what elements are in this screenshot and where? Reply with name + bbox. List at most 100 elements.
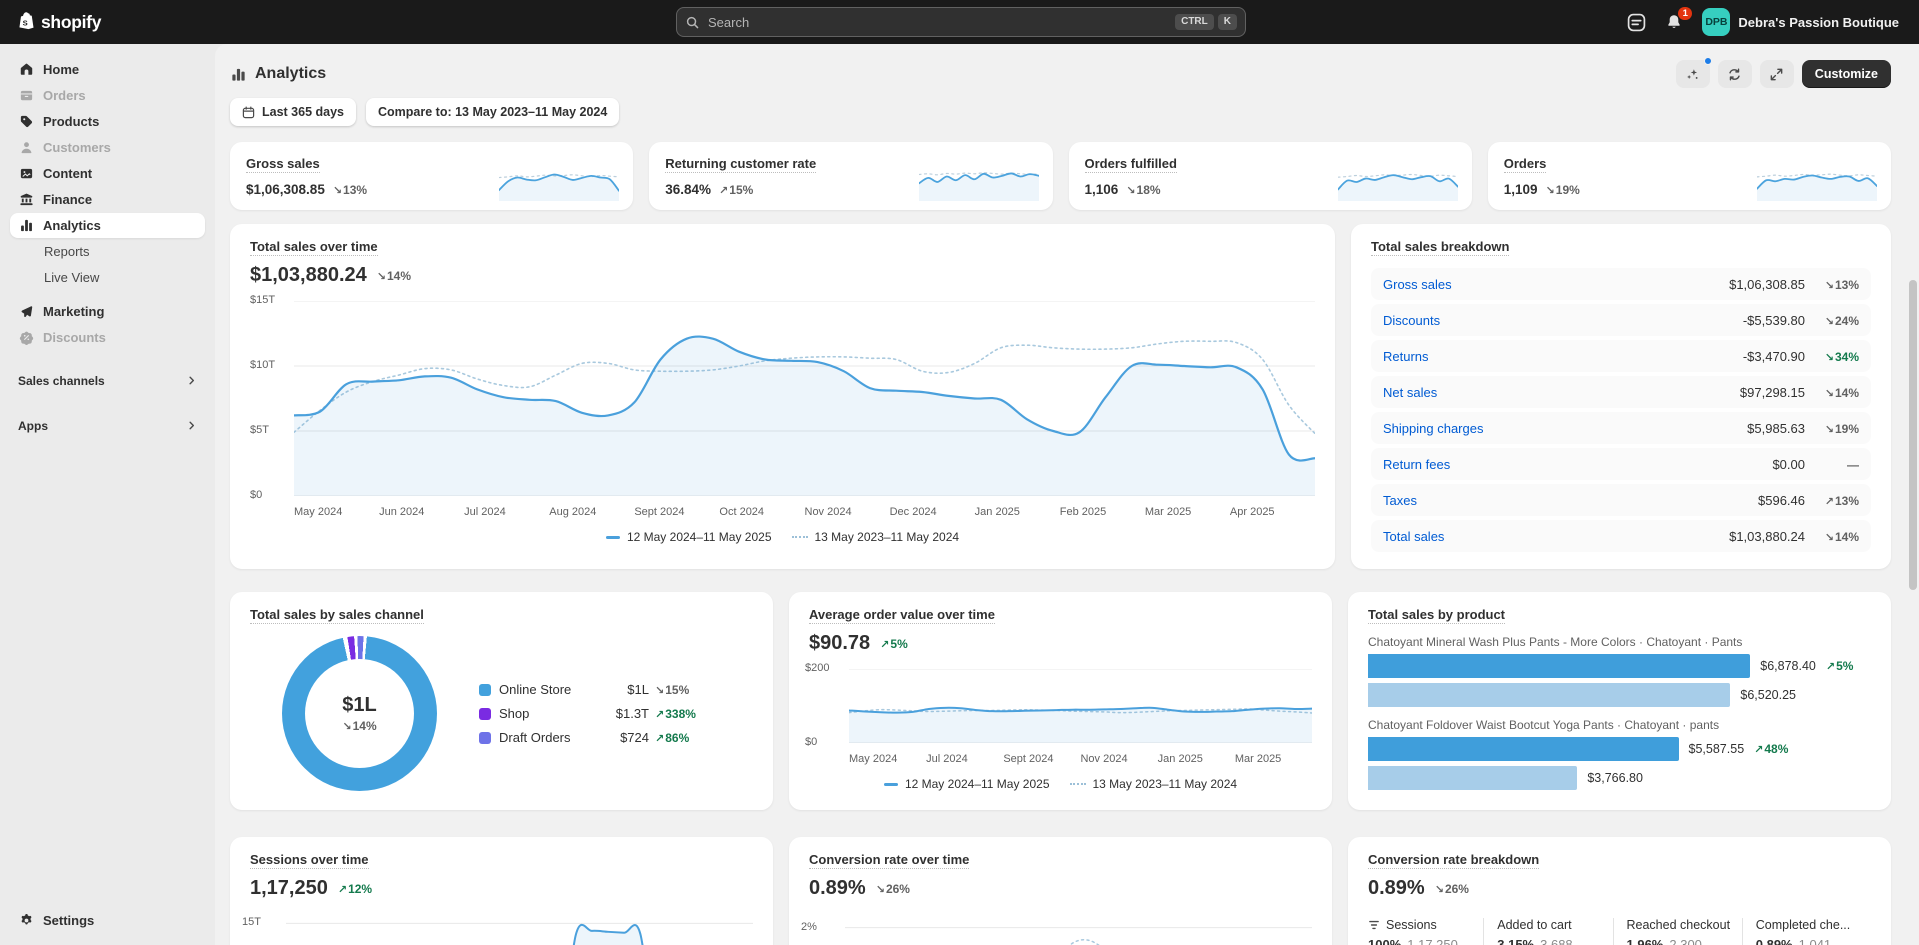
sidebar-item-content[interactable]: Content [10, 161, 205, 186]
kpi-card-orders-fulfilled[interactable]: Orders fulfilled1,106↘18% [1069, 142, 1472, 210]
kpi-card-returning-customer-rate[interactable]: Returning customer rate36.84%↗15% [649, 142, 1052, 210]
kpi-row: Gross sales$1,06,308.85↘13%Returning cus… [230, 142, 1919, 210]
analytics-icon [18, 218, 34, 233]
topbar: S shopify Search CTRL K 1 DPB Debra's Pa… [0, 0, 1919, 44]
channel-value: $724 [603, 730, 649, 745]
breakdown-row: Discounts -$5,539.80↘24% [1371, 304, 1871, 336]
sidebar-item-live-view[interactable]: Live View [10, 265, 205, 290]
up-arrow-icon: ↗ [338, 883, 347, 896]
breakdown-row: Taxes$596.46↗13% [1371, 484, 1871, 516]
account-menu[interactable]: DPB Debra's Passion Boutique [1696, 4, 1905, 40]
breakdown-link[interactable]: Gross sales [1383, 277, 1452, 292]
card-title[interactable]: Total sales by product [1368, 607, 1505, 624]
y-axis-label: 15T [242, 916, 280, 928]
down-arrow-icon: ↘ [1825, 279, 1834, 292]
shopify-logo[interactable]: S shopify [0, 11, 101, 33]
breakdown-value: $97,298.15 [1740, 385, 1805, 400]
funnel-step-values: 3.15%3,688 [1497, 937, 1612, 945]
channel-swatch [479, 684, 491, 696]
funnel-step-reached-checkout: Reached checkout 1.96%2,300 [1613, 918, 1742, 945]
sidebar-item-products[interactable]: Products [10, 109, 205, 134]
sidebar-item-customers[interactable]: Customers [10, 135, 205, 160]
customize-button[interactable]: Customize [1802, 60, 1891, 88]
funnel-step-label: Completed che... [1756, 918, 1851, 932]
product-current-value: $6,878.40 [1760, 659, 1816, 673]
kpi-title[interactable]: Returning customer rate [665, 156, 816, 173]
products-icon [18, 114, 34, 129]
breakdown-values: -$5,539.80↘24% [1743, 313, 1859, 328]
funnel-step-values: 1.96%2,300 [1627, 937, 1742, 945]
kpi-delta: ↗15% [719, 183, 753, 197]
y-axis-label: 2% [801, 921, 839, 933]
refresh-cycle-button[interactable] [1718, 60, 1752, 88]
search-placeholder: Search [708, 15, 749, 30]
product-name: Chatoyant Foldover Waist Bootcut Yoga Pa… [1368, 718, 1871, 732]
sidebar-section-apps[interactable]: Apps [10, 413, 205, 438]
card-title[interactable]: Total sales by sales channel [250, 607, 424, 624]
funnel-step-values: 100%1,17,250 [1368, 937, 1483, 945]
sidekick-button[interactable] [1620, 6, 1652, 38]
sidebar-item-orders[interactable]: Orders [10, 83, 205, 108]
date-range-button[interactable]: Last 365 days [230, 98, 356, 126]
sidebar-item-settings[interactable]: Settings [10, 907, 205, 933]
x-axis-label: Mar 2025 [1235, 753, 1312, 765]
compare-button[interactable]: Compare to: 13 May 2023–11 May 2024 [366, 98, 619, 126]
card-title[interactable]: Conversion rate breakdown [1368, 852, 1539, 869]
sidebar-item-marketing[interactable]: Marketing [10, 299, 205, 324]
current-period-swatch [606, 536, 620, 539]
funnel-step-pct: 0.89% [1756, 937, 1793, 945]
sidebar-item-finance[interactable]: Finance [10, 187, 205, 212]
breakdown-link[interactable]: Returns [1383, 349, 1429, 364]
sales-by-channel-card: Total sales by sales channel $1L ↘14% On… [230, 592, 773, 810]
total-sales-value: $1,03,880.24 [250, 264, 367, 287]
card-title[interactable]: Sessions over time [250, 852, 369, 869]
channel-label: Draft Orders [499, 730, 603, 745]
down-arrow-icon: ↘ [1546, 184, 1555, 197]
card-title[interactable]: Conversion rate over time [809, 852, 969, 869]
sidebar-item-discounts[interactable]: Discounts [10, 325, 205, 350]
breakdown-link[interactable]: Shipping charges [1383, 421, 1483, 436]
channel-label: Online Store [499, 682, 603, 697]
breakdown-link[interactable]: Net sales [1383, 385, 1437, 400]
kpi-sparkline [1757, 167, 1877, 201]
sidebar-item-reports[interactable]: Reports [10, 239, 205, 264]
kpi-title[interactable]: Gross sales [246, 156, 320, 173]
sidebar-section-sales-channels[interactable]: Sales channels [10, 368, 205, 393]
down-arrow-icon: ↘ [1825, 531, 1834, 544]
sidebar-item-label: Analytics [43, 218, 101, 233]
breakdown-row: Gross sales$1,06,308.85↘13% [1371, 268, 1871, 300]
up-arrow-icon: ↗ [1826, 660, 1835, 673]
conversion-funnel: Sessions100%1,17,250Added to cart3.15%3,… [1368, 918, 1871, 945]
card-title[interactable]: Total sales breakdown [1371, 239, 1509, 256]
breakdown-link[interactable]: Discounts [1383, 313, 1440, 328]
breakdown-link[interactable]: Total sales [1383, 529, 1444, 544]
notifications-button[interactable]: 1 [1658, 6, 1690, 38]
breakdown-row: Net sales$97,298.15↘14% [1371, 376, 1871, 408]
sales-channels-label: Sales channels [18, 374, 105, 388]
search-input[interactable]: Search CTRL K [676, 7, 1246, 37]
sidebar-item-home[interactable]: Home [10, 57, 205, 82]
kpi-title[interactable]: Orders fulfilled [1085, 156, 1177, 173]
fullscreen-button[interactable] [1760, 60, 1794, 88]
channel-value: $1.3T [603, 706, 649, 721]
breakdown-values: $0.00— [1772, 457, 1859, 472]
insights-button[interactable] [1676, 60, 1710, 88]
sidebar-item-analytics[interactable]: Analytics [10, 213, 205, 238]
funnel-step-label: Reached checkout [1627, 918, 1731, 932]
breakdown-link[interactable]: Return fees [1383, 457, 1450, 472]
channel-swatch [479, 708, 491, 720]
down-arrow-icon: ↘ [377, 270, 386, 283]
kpi-card-gross-sales[interactable]: Gross sales$1,06,308.85↘13% [230, 142, 633, 210]
x-axis-label: Dec 2024 [890, 506, 975, 518]
page-scrollbar[interactable] [1909, 280, 1917, 590]
kpi-title[interactable]: Orders [1504, 156, 1547, 173]
kbd-k: K [1218, 14, 1237, 30]
x-axis-label: Sept 2024 [634, 506, 719, 518]
up-arrow-icon: ↗ [655, 732, 664, 745]
card-title[interactable]: Average order value over time [809, 607, 995, 624]
kpi-card-orders[interactable]: Orders1,109↘19% [1488, 142, 1891, 210]
breakdown-link[interactable]: Taxes [1383, 493, 1417, 508]
search-shortcut: CTRL K [1175, 14, 1237, 30]
y-axis-label: $15T [250, 294, 288, 306]
card-title[interactable]: Total sales over time [250, 239, 378, 256]
